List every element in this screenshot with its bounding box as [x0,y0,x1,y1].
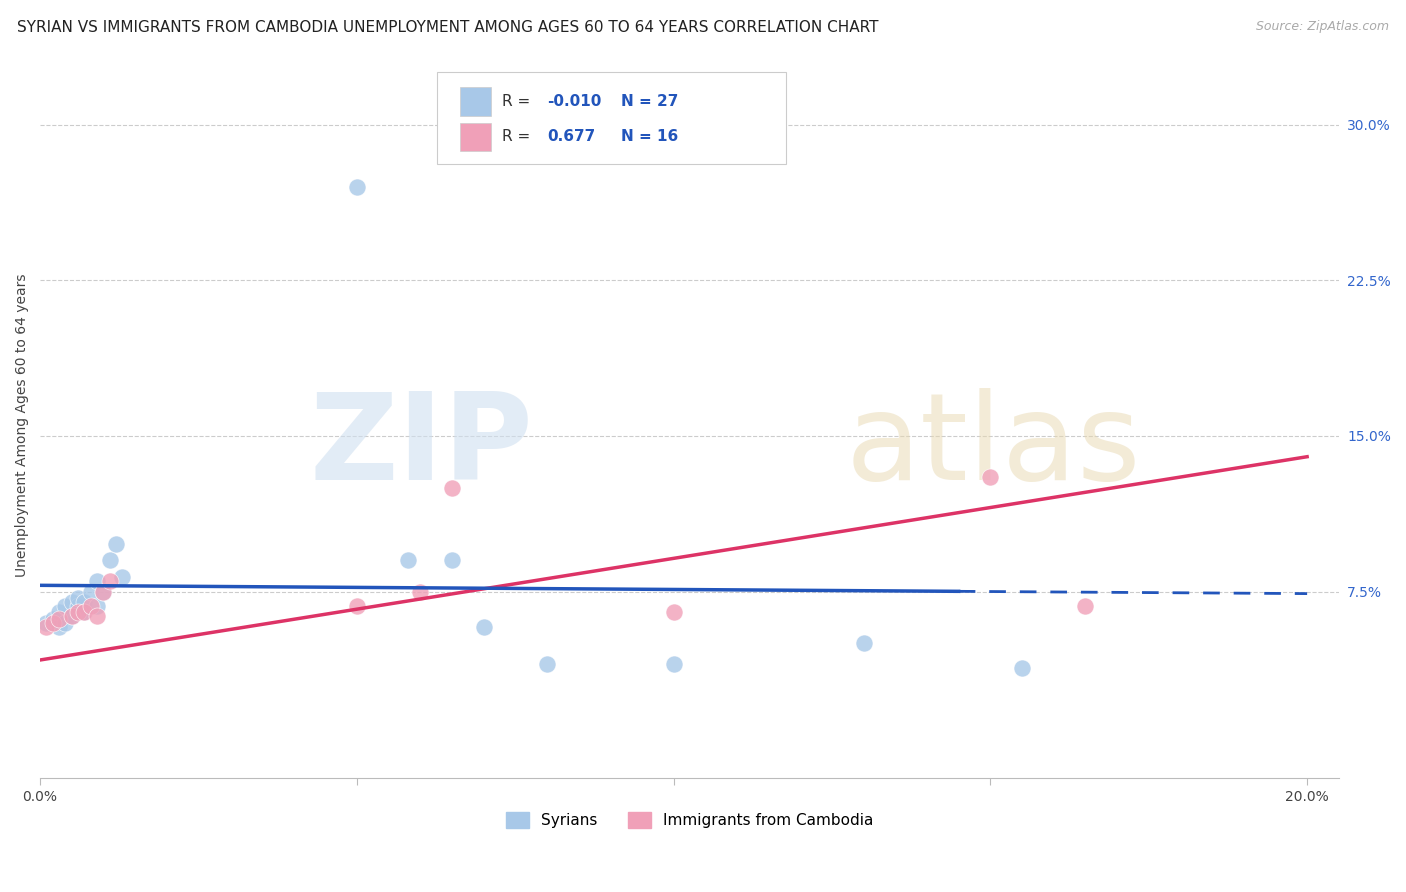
Point [35,615,58,630]
Y-axis label: Unemployment Among Ages 60 to 64 years: Unemployment Among Ages 60 to 64 years [15,274,30,577]
Point [396,553,419,567]
Point [55,615,77,630]
Point [73,605,96,619]
Text: 0.677: 0.677 [547,129,595,145]
Point [35,620,58,634]
Point [67,599,90,613]
Point [93,584,115,599]
Point [979,470,1001,484]
Point [409,584,432,599]
Point [105,537,128,551]
Point [48,605,70,619]
Point [42,611,65,625]
Point [86,574,108,589]
Point [472,620,495,634]
Point [346,180,368,194]
Point [48,620,70,634]
Point [73,605,96,619]
Point [852,636,875,650]
Text: ZIP: ZIP [309,388,534,505]
Text: R =: R = [502,129,536,145]
Point [1011,661,1033,675]
Text: N = 16: N = 16 [621,129,679,145]
Point [42,615,65,630]
Point [60,595,83,609]
Point [80,584,103,599]
Point [67,591,90,605]
Legend: Syrians, Immigrants from Cambodia: Syrians, Immigrants from Cambodia [499,805,879,834]
Point [1074,599,1097,613]
Text: -0.010: -0.010 [547,94,602,109]
Point [346,599,368,613]
Text: R =: R = [502,94,536,109]
Point [440,481,463,495]
Point [60,609,83,624]
Point [86,609,108,624]
Point [111,570,134,584]
Text: atlas: atlas [845,388,1140,505]
Point [440,553,463,567]
Text: Source: ZipAtlas.com: Source: ZipAtlas.com [1256,20,1389,33]
Point [86,599,108,613]
Point [98,553,121,567]
Point [73,595,96,609]
Point [93,584,115,599]
Point [662,657,685,672]
Point [67,605,90,619]
Point [80,599,103,613]
Point [55,599,77,613]
Point [48,611,70,625]
Text: SYRIAN VS IMMIGRANTS FROM CAMBODIA UNEMPLOYMENT AMONG AGES 60 TO 64 YEARS CORREL: SYRIAN VS IMMIGRANTS FROM CAMBODIA UNEMP… [17,20,879,35]
Text: N = 27: N = 27 [621,94,679,109]
Point [662,605,685,619]
Point [98,574,121,589]
Point [536,657,558,672]
Point [60,609,83,624]
